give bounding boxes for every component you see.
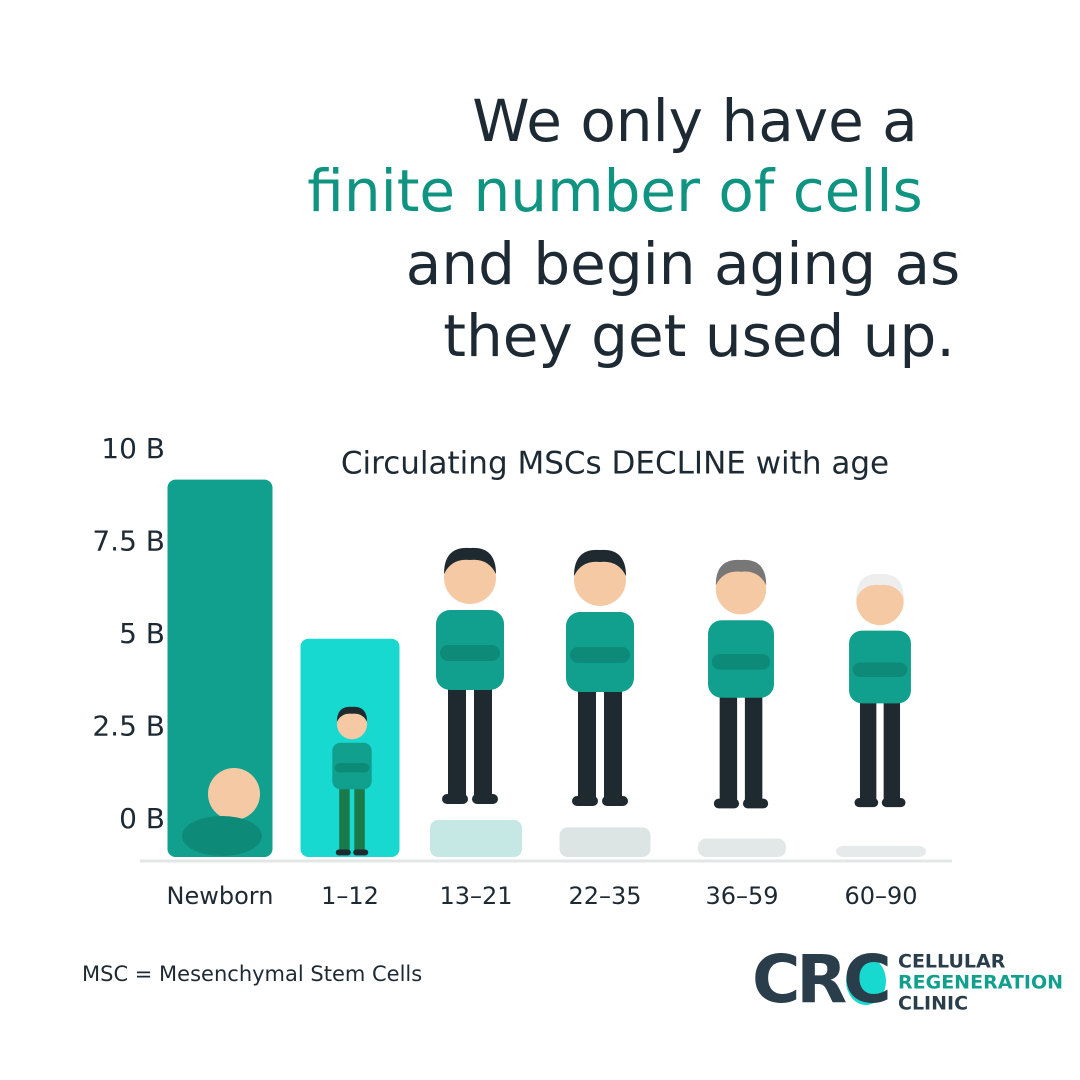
leg xyxy=(604,682,622,802)
headline-line: and begin aging as xyxy=(406,230,960,298)
x-tick-label: 36–59 xyxy=(705,882,778,910)
y-tick-label: 5 B xyxy=(119,617,165,650)
leg xyxy=(474,680,492,800)
logo-accent xyxy=(846,957,886,1005)
headline-line: finite number of cells xyxy=(307,157,922,225)
shoe xyxy=(881,798,906,808)
person xyxy=(849,574,911,808)
x-tick-label: 1–12 xyxy=(321,882,379,910)
leg xyxy=(354,783,365,853)
leg xyxy=(883,694,901,804)
arms xyxy=(570,647,630,663)
hair xyxy=(715,559,767,586)
hair xyxy=(336,706,368,722)
shoe xyxy=(854,798,879,808)
head xyxy=(574,554,626,606)
person xyxy=(436,547,504,804)
head xyxy=(336,709,368,740)
shoe xyxy=(572,796,598,806)
x-tick-label: 60–90 xyxy=(844,882,917,910)
bar xyxy=(836,845,926,857)
shoe xyxy=(713,798,740,809)
headline-line: they get used up. xyxy=(443,302,955,370)
hair xyxy=(574,549,626,576)
arms xyxy=(440,645,500,661)
baby-body xyxy=(182,816,262,856)
y-tick-label: 10 B xyxy=(101,432,165,465)
shoe xyxy=(742,798,769,809)
leg xyxy=(339,783,350,853)
head xyxy=(444,552,496,604)
bar xyxy=(167,479,273,857)
leg xyxy=(744,688,763,805)
shoe xyxy=(442,794,468,804)
person xyxy=(566,549,634,806)
arms xyxy=(711,654,771,670)
head xyxy=(715,563,767,615)
leg xyxy=(578,682,596,802)
leg xyxy=(719,688,738,805)
shoe xyxy=(335,849,351,856)
footnote: MSC = Mesenchymal Stem Cells xyxy=(82,962,422,986)
chart-title: Circulating MSCs DECLINE with age xyxy=(341,446,889,482)
arms xyxy=(852,662,908,678)
hair xyxy=(856,574,904,598)
bar xyxy=(430,820,522,857)
headline-line: We only have a xyxy=(472,87,917,155)
logo-text: CELLULAR xyxy=(898,951,1006,973)
x-tick-label: 13–21 xyxy=(439,882,512,910)
bar xyxy=(698,838,786,857)
head xyxy=(856,577,904,626)
logo-text: CLINIC xyxy=(898,993,968,1015)
leg xyxy=(448,680,466,800)
arms xyxy=(334,763,370,773)
illustrations xyxy=(182,547,911,856)
baby-head xyxy=(208,768,260,820)
plot xyxy=(167,479,926,857)
x-tick-label: 22–35 xyxy=(568,882,641,910)
y-tick-label: 2.5 B xyxy=(92,710,165,743)
shoe xyxy=(602,796,628,806)
hair xyxy=(444,547,496,574)
shoe xyxy=(472,794,498,804)
shoe xyxy=(353,849,369,856)
y-tick-label: 0 B xyxy=(119,802,165,835)
bar xyxy=(559,827,651,857)
person xyxy=(708,559,774,809)
leg xyxy=(859,694,877,804)
x-tick-label: Newborn xyxy=(167,882,274,910)
y-tick-label: 7.5 B xyxy=(92,525,165,558)
logo-mark: CRC xyxy=(752,941,888,1018)
person xyxy=(332,706,372,856)
logo-text: REGENERATION xyxy=(898,972,1063,994)
